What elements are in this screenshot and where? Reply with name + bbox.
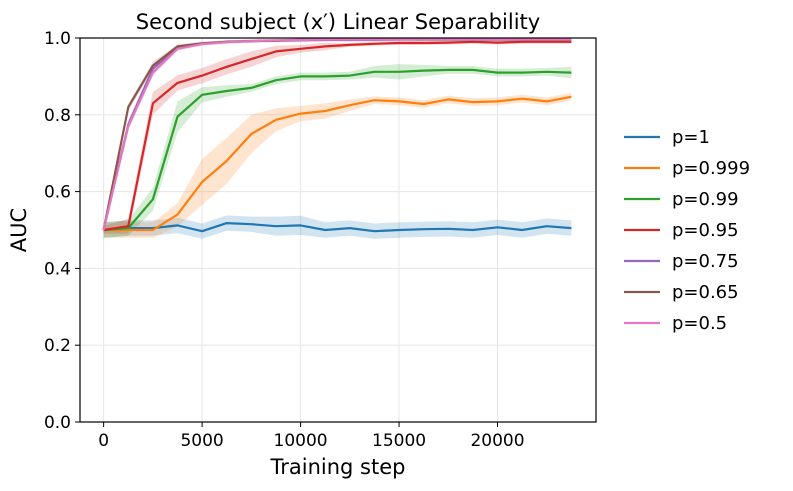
legend-label: p=0.75 bbox=[672, 251, 739, 272]
legend-item-p-0-999: p=0.999 bbox=[624, 158, 750, 179]
legend-label: p=0.95 bbox=[672, 220, 739, 241]
legend-label: p=0.999 bbox=[672, 158, 750, 179]
x-axis-title: Training step bbox=[270, 455, 406, 479]
x-tick-label: 10000 bbox=[274, 431, 328, 451]
series-lines bbox=[102, 38, 572, 233]
legend-item-p-0-5: p=0.5 bbox=[624, 313, 727, 334]
y-axis-title: AUC bbox=[7, 208, 31, 252]
legend-label: p=0.99 bbox=[672, 189, 739, 210]
band-p-1 bbox=[103, 215, 572, 239]
legend-item-p-0-99: p=0.99 bbox=[624, 189, 739, 210]
y-tick-label: 0.4 bbox=[44, 259, 71, 279]
legend: p=1 p=0.999 p=0.99 p=0.95 p=0.75 p=0.65 p=0.5 bbox=[624, 127, 750, 334]
x-tick-label: 15000 bbox=[372, 431, 426, 451]
confidence-bands bbox=[103, 38, 572, 239]
series-line-p-0-999 bbox=[103, 95, 572, 232]
legend-label: p=1 bbox=[672, 127, 710, 148]
series-line-p-0-5 bbox=[102, 38, 572, 231]
y-tick-label: 0.0 bbox=[44, 413, 71, 433]
series-line-p-1 bbox=[103, 222, 572, 233]
y-tick-label: 0.6 bbox=[44, 183, 71, 203]
legend-label: p=0.5 bbox=[672, 313, 727, 334]
series-line-p-0-99 bbox=[103, 68, 572, 232]
x-tick-label: 0 bbox=[98, 431, 109, 451]
legend-item-p-0-95: p=0.95 bbox=[624, 220, 739, 241]
legend-item-p-1: p=1 bbox=[624, 127, 710, 148]
series-line-p-0-95 bbox=[103, 40, 572, 232]
y-tick-label: 0.2 bbox=[44, 336, 71, 356]
x-tick-label: 20000 bbox=[470, 431, 524, 451]
y-tick-label: 1.0 bbox=[44, 29, 71, 49]
chart-title: Second subject (x′) Linear Separability bbox=[136, 10, 540, 34]
x-tick-label: 5000 bbox=[180, 431, 223, 451]
axis-ticks: 0 5000 10000 15000 20000 0.0 0.2 0.4 0.6 0.8 1.0 bbox=[44, 29, 525, 451]
legend-item-p-0-65: p=0.65 bbox=[624, 282, 739, 303]
y-tick-label: 0.8 bbox=[44, 106, 71, 126]
legend-label: p=0.65 bbox=[672, 282, 739, 303]
legend-item-p-0-75: p=0.75 bbox=[624, 251, 739, 272]
band-p-0-999 bbox=[103, 92, 572, 238]
plot-frame bbox=[79, 37, 597, 423]
